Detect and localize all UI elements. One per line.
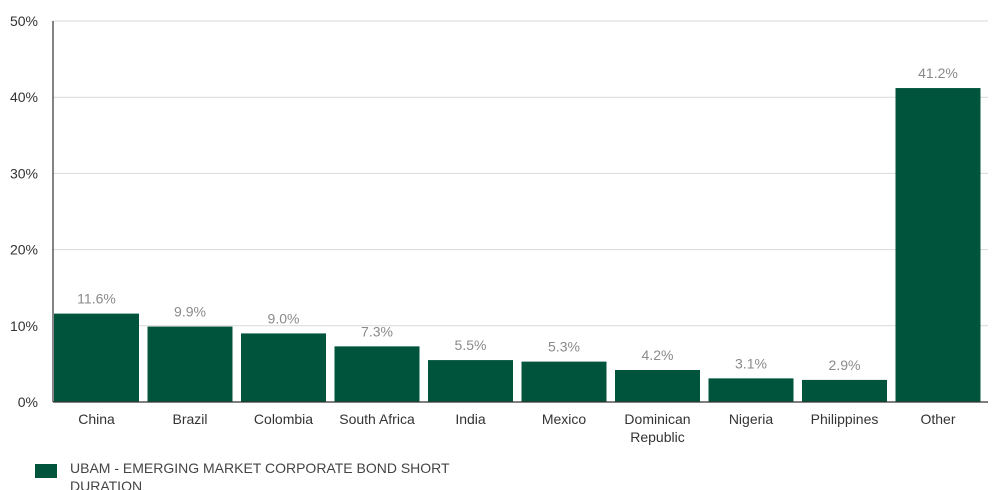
y-tick-label: 10% xyxy=(10,318,38,334)
y-tick-label: 0% xyxy=(18,394,38,410)
x-tick-label: Other xyxy=(920,411,955,427)
data-label: 4.2% xyxy=(642,347,674,363)
x-tick-label: Philippines xyxy=(811,411,879,427)
legend-label: UBAM - EMERGING MARKET CORPORATE BOND SH… xyxy=(70,460,450,490)
data-label: 5.3% xyxy=(548,339,580,355)
data-label: 9.0% xyxy=(268,310,300,326)
data-label: 2.9% xyxy=(829,357,861,373)
y-tick-label: 50% xyxy=(10,13,38,29)
bar xyxy=(147,326,233,402)
bar xyxy=(334,346,420,402)
bar xyxy=(708,378,794,402)
legend: UBAM - EMERGING MARKET CORPORATE BOND SH… xyxy=(35,459,500,490)
data-label: 41.2% xyxy=(918,65,958,81)
data-label: 9.9% xyxy=(174,304,206,320)
y-tick-label: 40% xyxy=(10,89,38,105)
data-label: 11.6% xyxy=(77,291,116,307)
x-tick-label: Colombia xyxy=(254,411,313,427)
x-tick-label: South Africa xyxy=(339,411,415,427)
bar xyxy=(615,369,700,402)
data-label: 5.5% xyxy=(455,337,487,353)
legend-swatch xyxy=(35,464,57,478)
bar xyxy=(895,88,981,402)
x-tick-label: Dominican Republic xyxy=(624,411,690,445)
y-tick-label: 20% xyxy=(10,242,38,258)
bar xyxy=(54,313,139,402)
x-tick-label: India xyxy=(455,411,486,427)
x-tick-label: Mexico xyxy=(542,411,587,427)
x-tick-label: Nigeria xyxy=(729,411,774,427)
bar xyxy=(802,379,887,402)
data-label: 7.3% xyxy=(361,323,393,339)
bar xyxy=(521,361,607,402)
bar xyxy=(428,360,513,402)
x-tick-label: China xyxy=(78,411,115,427)
y-tick-label: 30% xyxy=(10,165,38,181)
data-label: 3.1% xyxy=(735,355,767,371)
bar-chart: 0% 10% 20% 30% 40% 50% 11.6% China 9.9% Brazil 9.0… xyxy=(10,13,988,445)
bar xyxy=(241,333,326,402)
x-tick-label: Brazil xyxy=(172,411,207,427)
